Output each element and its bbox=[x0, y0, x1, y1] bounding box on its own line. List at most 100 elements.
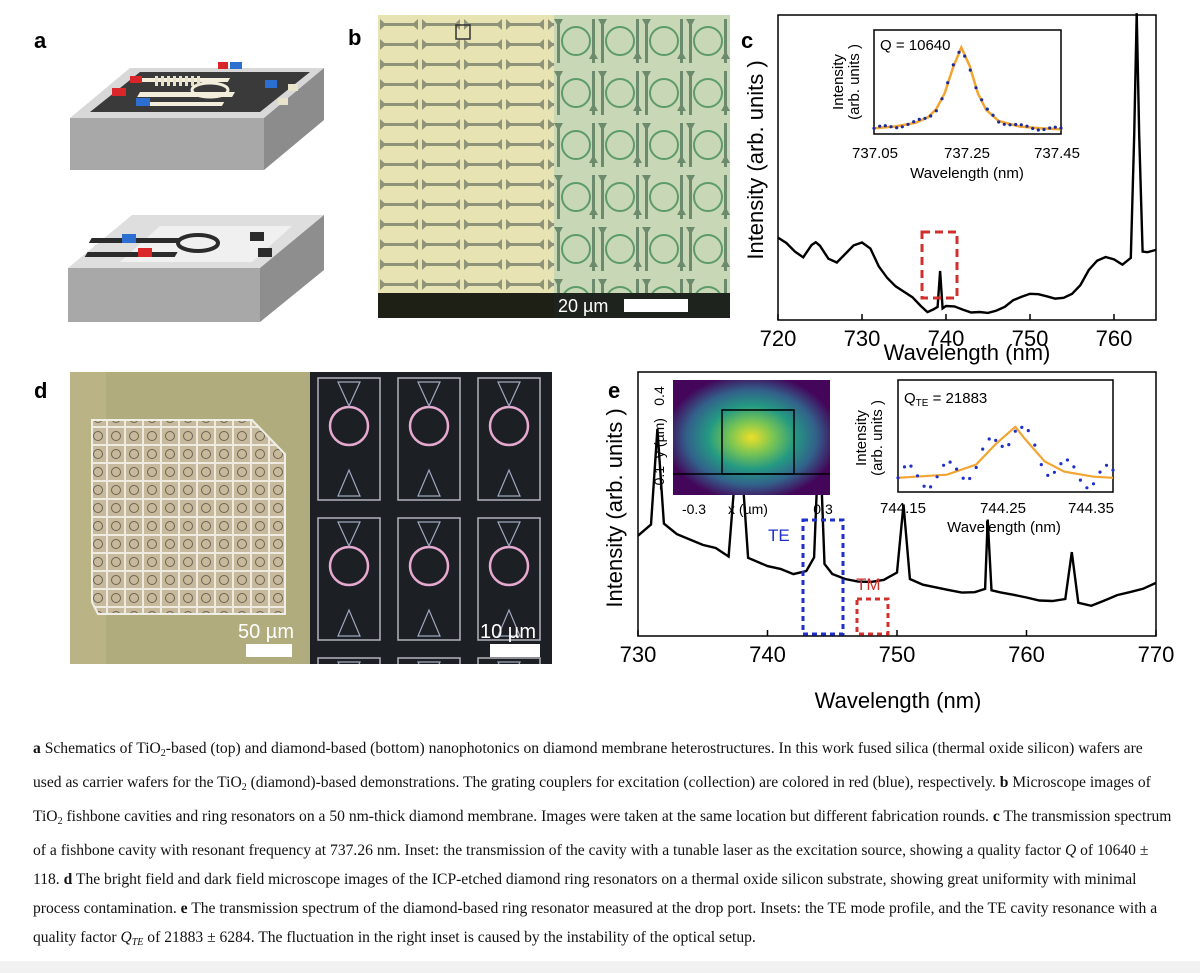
x-axis-ticks: 720 730 740 750 760 bbox=[760, 314, 1132, 351]
scale-bar-left bbox=[246, 644, 292, 657]
data-point bbox=[997, 120, 1001, 124]
data-point bbox=[906, 122, 910, 126]
inset-tick: 737.25 bbox=[944, 145, 990, 162]
mode-y-tick: -0.1 bbox=[651, 466, 667, 490]
data-point bbox=[1085, 486, 1089, 490]
data-point bbox=[951, 63, 955, 67]
data-point bbox=[1104, 463, 1109, 467]
tm-label: TM bbox=[856, 575, 881, 594]
data-point bbox=[1065, 458, 1069, 462]
panel-label-e: e bbox=[608, 378, 621, 403]
caption-text: Microscope images of TiO bbox=[33, 774, 1151, 825]
data-point bbox=[1052, 470, 1056, 474]
caption-label-a: a bbox=[33, 740, 41, 757]
inset-te-resonance: QTE = 21883 744.15 744.25 744.35 Wavelen… bbox=[853, 379, 1115, 536]
data-point bbox=[900, 125, 904, 129]
data-point bbox=[1000, 444, 1004, 448]
panel-b-microscope: 20 µm bbox=[378, 15, 730, 318]
y-axis-label: Intensity (arb. units ) bbox=[743, 60, 768, 259]
data-point bbox=[896, 476, 900, 480]
page-bottom-bar bbox=[0, 961, 1200, 973]
tm-highlight-box bbox=[855, 597, 890, 636]
data-point bbox=[1007, 443, 1011, 447]
scale-bar-right bbox=[490, 644, 540, 657]
caption-text: The transmission spectrum of a fishbone … bbox=[33, 808, 1172, 859]
panel-label-d: d bbox=[34, 378, 48, 403]
data-point bbox=[935, 475, 939, 479]
data-point bbox=[1008, 123, 1012, 127]
caption-subscript: 2 bbox=[241, 782, 247, 793]
inset-annotation: QTE = 21883 bbox=[904, 390, 987, 409]
caption-label-c: c bbox=[992, 808, 1000, 825]
x-tick-label: 740 bbox=[749, 642, 786, 667]
spectrum-line bbox=[777, 13, 1157, 315]
data-point bbox=[929, 114, 933, 118]
data-point bbox=[942, 463, 946, 467]
data-point bbox=[957, 50, 961, 54]
tio2-chip-schematic bbox=[70, 62, 324, 170]
data-point bbox=[1046, 473, 1050, 477]
data-point bbox=[1039, 463, 1043, 467]
inset-y-label-line2: (arb. units ) bbox=[846, 44, 863, 120]
x-axis-label: Wavelength (nm) bbox=[884, 340, 1051, 365]
inset-tick: 744.35 bbox=[1068, 500, 1114, 517]
caption-text: The bright field and dark field microsco… bbox=[33, 871, 1137, 917]
data-point bbox=[955, 467, 959, 471]
data-point bbox=[1111, 468, 1115, 472]
mode-y-tick: 0.4 bbox=[651, 386, 667, 406]
data-point bbox=[1033, 443, 1037, 447]
data-point bbox=[1031, 126, 1035, 131]
panel-label-c: c bbox=[741, 28, 754, 53]
data-point bbox=[948, 460, 952, 464]
caption-text: fishbone cavities and ring resonators on… bbox=[62, 808, 993, 825]
data-point bbox=[980, 98, 984, 102]
caption-text: Schematics of TiO bbox=[40, 740, 161, 757]
data-point bbox=[889, 125, 893, 129]
data-point bbox=[963, 54, 967, 58]
caption-text: -based (top) and diamond-based (bottom) … bbox=[33, 740, 1143, 791]
data-point bbox=[1053, 125, 1057, 129]
data-point bbox=[1002, 122, 1006, 126]
panel-d-microscope: 50 µm 10 µm bbox=[70, 372, 552, 664]
scale-bar-label: 20 µm bbox=[558, 296, 608, 316]
caption-symbol: Q bbox=[120, 929, 132, 946]
data-point bbox=[991, 113, 995, 117]
mode-heatmap bbox=[673, 380, 830, 495]
data-point bbox=[1042, 127, 1046, 132]
caption-subscript: TE bbox=[131, 937, 144, 948]
scale-bar bbox=[624, 299, 688, 312]
data-point bbox=[922, 484, 926, 488]
data-point bbox=[1025, 124, 1029, 128]
data-point bbox=[915, 474, 920, 478]
data-point bbox=[961, 476, 965, 480]
data-point bbox=[929, 485, 933, 489]
caption-text: of 21883 ± 6284. The fluctuation in the … bbox=[143, 929, 756, 946]
mode-y-label: y (µm) bbox=[651, 418, 667, 458]
data-point bbox=[946, 81, 950, 85]
x-axis-ticks: 730 740 750 760 770 bbox=[620, 630, 1175, 667]
data-point bbox=[1091, 482, 1096, 486]
data-point bbox=[968, 476, 972, 481]
data-point bbox=[1059, 462, 1063, 466]
caption-symbol: Q bbox=[1064, 842, 1077, 859]
data-point bbox=[1072, 465, 1076, 469]
scale-bar-left-label: 50 µm bbox=[238, 621, 294, 643]
mode-x-label: x (µm) bbox=[728, 501, 768, 517]
x-tick-label: 760 bbox=[1008, 642, 1045, 667]
inset-x-label: Wavelength (nm) bbox=[910, 165, 1024, 182]
caption-text: of 10640 ± 118. bbox=[33, 842, 1149, 888]
x-tick-label: 730 bbox=[844, 326, 881, 351]
caption-text: (diamond)-based demonstrations. The grat… bbox=[246, 774, 1000, 791]
data-point bbox=[1036, 128, 1040, 132]
inset-tick: 737.05 bbox=[852, 145, 898, 162]
diamond-chip-schematic bbox=[68, 215, 324, 322]
x-tick-label: 770 bbox=[1138, 642, 1175, 667]
inset-annotation: Q = 10640 bbox=[880, 37, 950, 54]
x-tick-label: 730 bbox=[620, 642, 657, 667]
inset-tick: 744.25 bbox=[980, 500, 1026, 517]
inset-mode-profile: -0.3 0.3 x (µm) -0.1 0.4 y (µm) bbox=[651, 380, 833, 517]
data-points bbox=[872, 50, 1063, 132]
data-point bbox=[1078, 478, 1082, 482]
te-highlight-box bbox=[801, 518, 845, 636]
scale-bar-right-label: 10 µm bbox=[480, 621, 536, 643]
